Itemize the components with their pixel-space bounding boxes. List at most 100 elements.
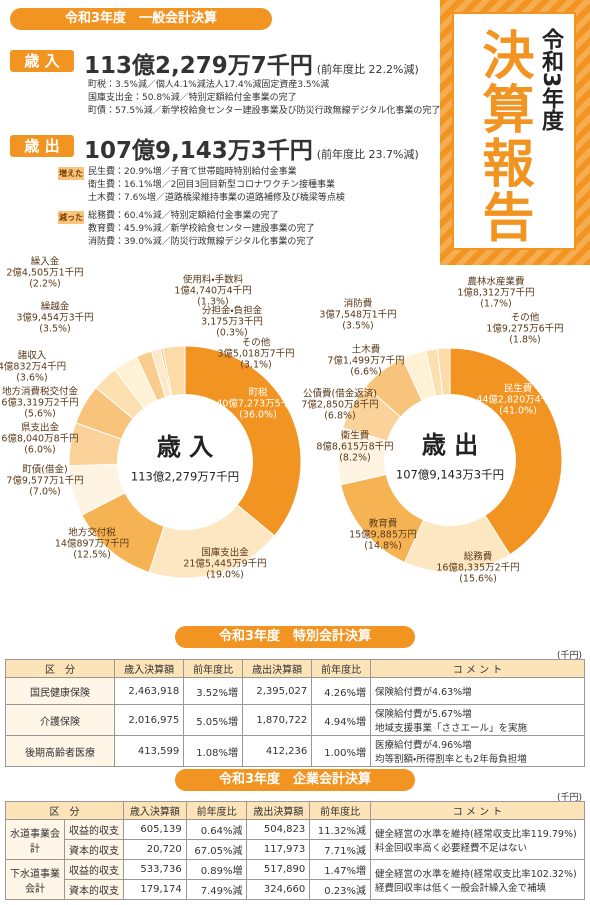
comment-cell: 健全経営の水準を維持(経常収支比率119.79%) 料金回収率高く必要経費不足はな… (370, 819, 585, 860)
slice-percent: (5.6%) (24, 409, 56, 420)
slice-name: 繰越金 (41, 301, 70, 313)
comment-line: 料金回収率高く必要経費不足はない (375, 842, 528, 854)
slice-name: 分担金・負担金 (202, 305, 263, 317)
slice-name: 公債費(借金返済) (303, 388, 377, 400)
column-header: コ メ ン ト (370, 659, 585, 678)
badge-panel: 決算報告 令和3年度 (452, 12, 576, 250)
cell: 413,599 (113, 735, 185, 767)
item-name: 収益的収支 (64, 819, 124, 840)
center-amount: 113億2,279万7千円 (131, 470, 239, 484)
revenue-tag: 歳 入 (10, 50, 74, 72)
cell: 2,016,975 (113, 704, 185, 736)
slice-amount: 6億3,319万2千円 (1, 397, 78, 409)
expenditure-amount: 107億9,143万3千円 (前年度比 23.7%減) (84, 131, 419, 165)
cell: 1,870,722 (241, 704, 313, 736)
slice-percent: (6.8%) (324, 411, 356, 422)
column-header: 歳出決算額 (241, 659, 313, 678)
slice-name: 消防費 (344, 298, 373, 310)
enterprise-title: 令和3年度 企業会計決算 (175, 769, 415, 791)
column-header: 前年度比 (185, 801, 248, 820)
revenue-amount: 113億2,279万7千円 (前年度比 22.2%減) (84, 46, 419, 80)
table-row: 資本的収支 20,720 67.05%減 117,973 7.71%減 (6, 839, 585, 860)
cell: 2,463,918 (113, 677, 185, 705)
cell: 117,973 (246, 839, 311, 860)
cell: 0.23%減 (309, 879, 371, 900)
cell: 517,890 (246, 859, 311, 880)
slice-amount: 14億897万7千円 (55, 538, 129, 550)
slice-name: 諸収入 (18, 350, 47, 362)
center-label: 歳 入 (157, 433, 213, 461)
slice-percent: (6.0%) (24, 445, 56, 456)
cell: 20,720 (123, 839, 187, 860)
cell: 2,395,027 (241, 677, 313, 705)
comment-line: 健全経営の水準を維持(経常収支比率102.32%) (375, 868, 577, 880)
slice-percent: (41.0%) (499, 406, 537, 417)
slice-name: 教育費 (369, 518, 398, 530)
center-amount: 107億9,143万3千円 (396, 468, 504, 482)
slice-name: 町債(借金) (22, 464, 67, 476)
slice-amount: 7億1,499万7千円 (327, 355, 404, 367)
slice-amount: 3億5,018万7千円 (217, 348, 294, 360)
increased-tag: 増えた (58, 167, 84, 180)
note-line: 町税：3.5%減／個人4.1%減法人17.4%減固定資産3.5%減 (88, 80, 330, 90)
enterprise-table: 区 分歳入決算額 前年度比 歳出決算額 前年度比コ メ ン ト水道事業会計 収益的収支 6… (5, 801, 585, 900)
slice-amount: 3,175万3千円 (201, 317, 263, 328)
slice-name: 民生費 (504, 383, 533, 395)
change: (前年度比 22.2%減) (316, 63, 419, 76)
cell: 7.49%減 (185, 879, 248, 900)
slice-percent: (14.8%) (364, 541, 402, 552)
table-row: 資本的収支 179,174 7.49%減 324,660 0.23%減 (6, 879, 585, 900)
note-line: 町債：57.5%減／新学校給食センター建設事業及び防災行政無線デジタル化事業の完… (88, 106, 441, 116)
slice-name: 町税 (248, 387, 268, 399)
slice-percent: (1.8%) (509, 335, 541, 346)
row-name: 後期高齢者医療 (5, 735, 115, 767)
cell: 605,139 (123, 819, 187, 840)
column-header: 前年度比 (309, 801, 371, 820)
slice-percent: (0.3%) (216, 328, 248, 339)
item-name: 資本的収支 (64, 839, 124, 860)
cell: 1.08%増 (183, 735, 243, 767)
cell: 67.05%減 (185, 839, 248, 860)
cell: 0.64%減 (185, 819, 248, 840)
cell: 533,736 (123, 859, 187, 880)
slice-name: その他 (511, 312, 540, 324)
cell: 4.94%増 (311, 704, 371, 736)
section-title: 令和3年度 一般会計決算 (10, 8, 272, 30)
special-table: 区 分歳入決算額 前年度比 歳出決算額 前年度比コ メ ン ト国民健康保険 2,463,… (5, 659, 585, 767)
note-line: 消防費：39.0%減／防災行政無線デジタル化事業の完了 (88, 237, 315, 247)
slice-percent: (3.5%) (342, 321, 374, 332)
slice-amount: 4億832万4千円 (0, 361, 66, 373)
slice-name: 土木費 (352, 344, 381, 356)
revenue-notes: 町税：3.5%減／個人4.1%減法人17.4%減固定資産3.5%減 国庫支出金：5… (88, 79, 440, 118)
comment-line: 経費回収率は低く一般会計繰入金で補填 (375, 882, 547, 894)
column-header: 歳入決算額 (113, 659, 185, 678)
slice-percent: (6.6%) (350, 367, 382, 378)
slice-name: 国庫支出金 (201, 547, 249, 559)
slice-percent: (1.3%) (197, 297, 229, 308)
note-line: 衛生費：16.1%増／2回目3回目新型コロナワクチン接種事業 (88, 180, 336, 190)
table-row: 水道事業会計 収益的収支 605,139 0.64%減 504,823 11.32%減 健全… (5, 819, 585, 860)
table-row: 介護保険 2,016,975 5.05%増 1,870,722 4.94%増 保険給付費が… (5, 704, 585, 736)
slice-amount: 3億9,454万3千円 (16, 312, 93, 324)
column-header: 前年度比 (311, 659, 371, 678)
table-row: 国民健康保険 2,463,918 3.52%増 2,395,027 4.26%増 保険給付… (5, 677, 585, 705)
increased-notes: 民生費：20.9%増／子育て世帯臨時特別給付金事業 衛生費：16.1%増／2回目3… (88, 166, 345, 205)
cell: 179,174 (123, 879, 187, 900)
comment-cell: 保険給付費が4.63%増 (370, 677, 585, 705)
expenditure-tag: 歳 出 (10, 135, 74, 157)
pie-hole (117, 394, 253, 530)
slice-amount: 21億5,445万9千円 (183, 558, 266, 570)
slice-name: 総務費 (464, 551, 493, 563)
slice-amount: 1億9,275万6千円 (486, 323, 563, 335)
slice-amount: 16億8,335万2千円 (436, 562, 519, 574)
slice-amount: 7億9,577万1千円 (6, 475, 83, 487)
header-row: 区 分歳入決算額 前年度比 歳出決算額 前年度比コ メ ン ト (5, 659, 585, 678)
slice-percent: (15.6%) (459, 574, 497, 585)
comment-line: 保険給付費が4.63%増 (375, 687, 472, 698)
comment-cell: 医療給付費が4.96%増 均等割額・所得割率とも2年毎負担増 (370, 735, 585, 767)
change: (前年度比 23.7%減) (316, 148, 419, 161)
slice-name: 繰入金 (31, 256, 60, 268)
note-line: 土木費：7.6%増／道路橋梁維持事業の道路補修及び橋梁等点検 (88, 193, 345, 203)
table-row: 後期高齢者医療 413,599 1.08%増 412,236 1.00%増 医療給付費が4… (5, 735, 585, 767)
